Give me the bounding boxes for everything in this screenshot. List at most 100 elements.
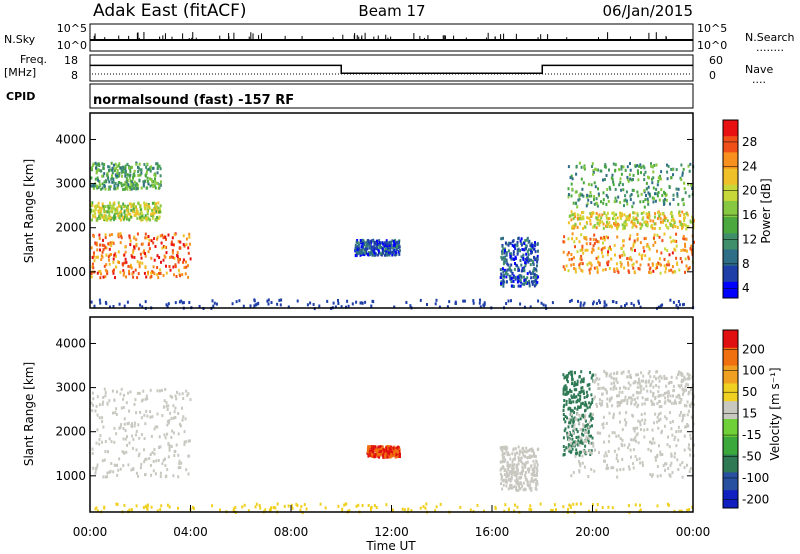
power-marks-cell xyxy=(111,180,114,184)
vel-marks-cell xyxy=(527,470,530,474)
power-marks-cell xyxy=(111,269,114,273)
colorbar-swatch xyxy=(723,200,738,218)
colorbar-tick-label: -50 xyxy=(742,450,762,464)
vel-marks-cell xyxy=(571,437,574,441)
vel-marks-cell xyxy=(656,465,659,468)
power-marks-cell xyxy=(369,240,372,243)
vel-marks-cell xyxy=(130,508,133,512)
vel-marks-cell xyxy=(627,504,630,508)
power-marks-cell xyxy=(672,193,675,197)
power-marks-cell xyxy=(100,206,103,210)
power-marks-cell xyxy=(606,263,609,267)
power-marks-cell xyxy=(127,212,130,216)
vel-marks-cell xyxy=(598,377,601,381)
vel-marks-cell xyxy=(618,390,621,394)
power-marks-cell xyxy=(144,214,147,218)
power-marks-cell xyxy=(649,219,652,223)
power-marks-cell xyxy=(501,249,504,253)
power-marks-cell xyxy=(189,257,192,261)
power-marks-cell xyxy=(502,279,505,283)
power-marks-cell xyxy=(394,253,397,257)
vel-marks-cell xyxy=(166,419,169,423)
power-marks-cell xyxy=(626,178,629,182)
power-marks-cell xyxy=(687,257,690,261)
power-marks-cell xyxy=(644,254,647,258)
vel-marks-cell xyxy=(580,402,583,406)
power-marks-cell xyxy=(520,255,523,259)
vel-marks-cell xyxy=(562,409,565,412)
power-marks-cell xyxy=(570,210,573,214)
power-marks-cell xyxy=(524,261,527,265)
power-marks-cell xyxy=(643,249,646,253)
power-marks-cell xyxy=(573,256,575,260)
power-marks-cell xyxy=(174,301,177,305)
vel-marks-cell xyxy=(535,460,538,464)
power-marks-cell xyxy=(566,253,569,257)
power-marks-cell xyxy=(592,244,595,248)
power-marks-cell xyxy=(98,215,101,218)
power-marks-cell xyxy=(620,188,623,192)
power-marks-cell xyxy=(663,197,666,201)
power-marks-cell xyxy=(596,240,599,244)
vel-marks-cell xyxy=(607,440,610,444)
vel-marks-cell xyxy=(527,456,530,459)
vel-marks-cell xyxy=(573,388,576,392)
vel-marks-cell xyxy=(135,429,138,433)
vel-marks-cell xyxy=(658,379,661,383)
power-marks-cell xyxy=(502,236,504,240)
power-marks-cell xyxy=(631,205,634,209)
power-marks-cell xyxy=(147,270,149,274)
vel-marks-cell xyxy=(500,477,503,481)
vel-marks-cell xyxy=(585,451,588,455)
vel-marks-cell xyxy=(98,416,101,420)
power-marks-cell xyxy=(118,181,121,185)
vel-marks-cell xyxy=(657,390,660,394)
power-marks-cell xyxy=(125,213,128,217)
vel-marks-cell xyxy=(598,451,600,455)
vel-marks-cell xyxy=(562,436,565,440)
power-marks-cell xyxy=(520,243,523,247)
power-marks-cell xyxy=(179,240,182,244)
power-marks-cell xyxy=(156,266,159,269)
power-marks-cell xyxy=(127,264,130,268)
power-marks-cell xyxy=(145,203,148,207)
vel-marks-cell xyxy=(684,425,687,429)
power-marks-cell xyxy=(590,201,593,204)
freq-panel-frame xyxy=(89,54,694,82)
vel-marks-cell xyxy=(589,449,592,453)
vel-marks-cell xyxy=(572,429,575,433)
power-marks-cell xyxy=(685,264,688,268)
power-marks-cell xyxy=(361,245,364,249)
power-marks-cell xyxy=(148,218,151,222)
power-marks-cell xyxy=(623,221,626,225)
vel-marks-cell xyxy=(272,506,275,509)
vel-marks-cell xyxy=(554,508,557,512)
velocity-marks xyxy=(90,370,695,515)
vel-marks-cell xyxy=(507,467,510,471)
power-marks-cell xyxy=(628,216,631,220)
power-marks-cell xyxy=(276,302,279,306)
power-marks-cell xyxy=(523,279,526,282)
vel-marks-cell xyxy=(575,382,578,386)
vel-marks-cell xyxy=(128,441,131,445)
power-marks-cell xyxy=(105,270,108,273)
power-marks-cell xyxy=(108,233,111,237)
power-marks-cell xyxy=(530,276,533,280)
power-marks-cell xyxy=(106,171,109,175)
vel-marks-cell xyxy=(639,391,642,395)
vel-marks-cell xyxy=(367,448,369,452)
power-marks-cell xyxy=(532,247,535,251)
vel-marks-cell xyxy=(144,422,147,426)
power-marks-cell xyxy=(620,167,623,171)
power-marks-cell xyxy=(99,214,102,218)
vel-marks-cell xyxy=(183,443,186,447)
vel-marks-cell xyxy=(603,440,606,444)
vel-marks-cell xyxy=(683,448,686,452)
power-marks-cell xyxy=(666,263,668,267)
power-marks-cell xyxy=(658,227,661,230)
vel-marks-cell xyxy=(499,468,502,472)
vel-marks-cell xyxy=(575,452,578,456)
power-marks-cell xyxy=(137,166,140,170)
vel-marks-cell xyxy=(324,506,327,510)
